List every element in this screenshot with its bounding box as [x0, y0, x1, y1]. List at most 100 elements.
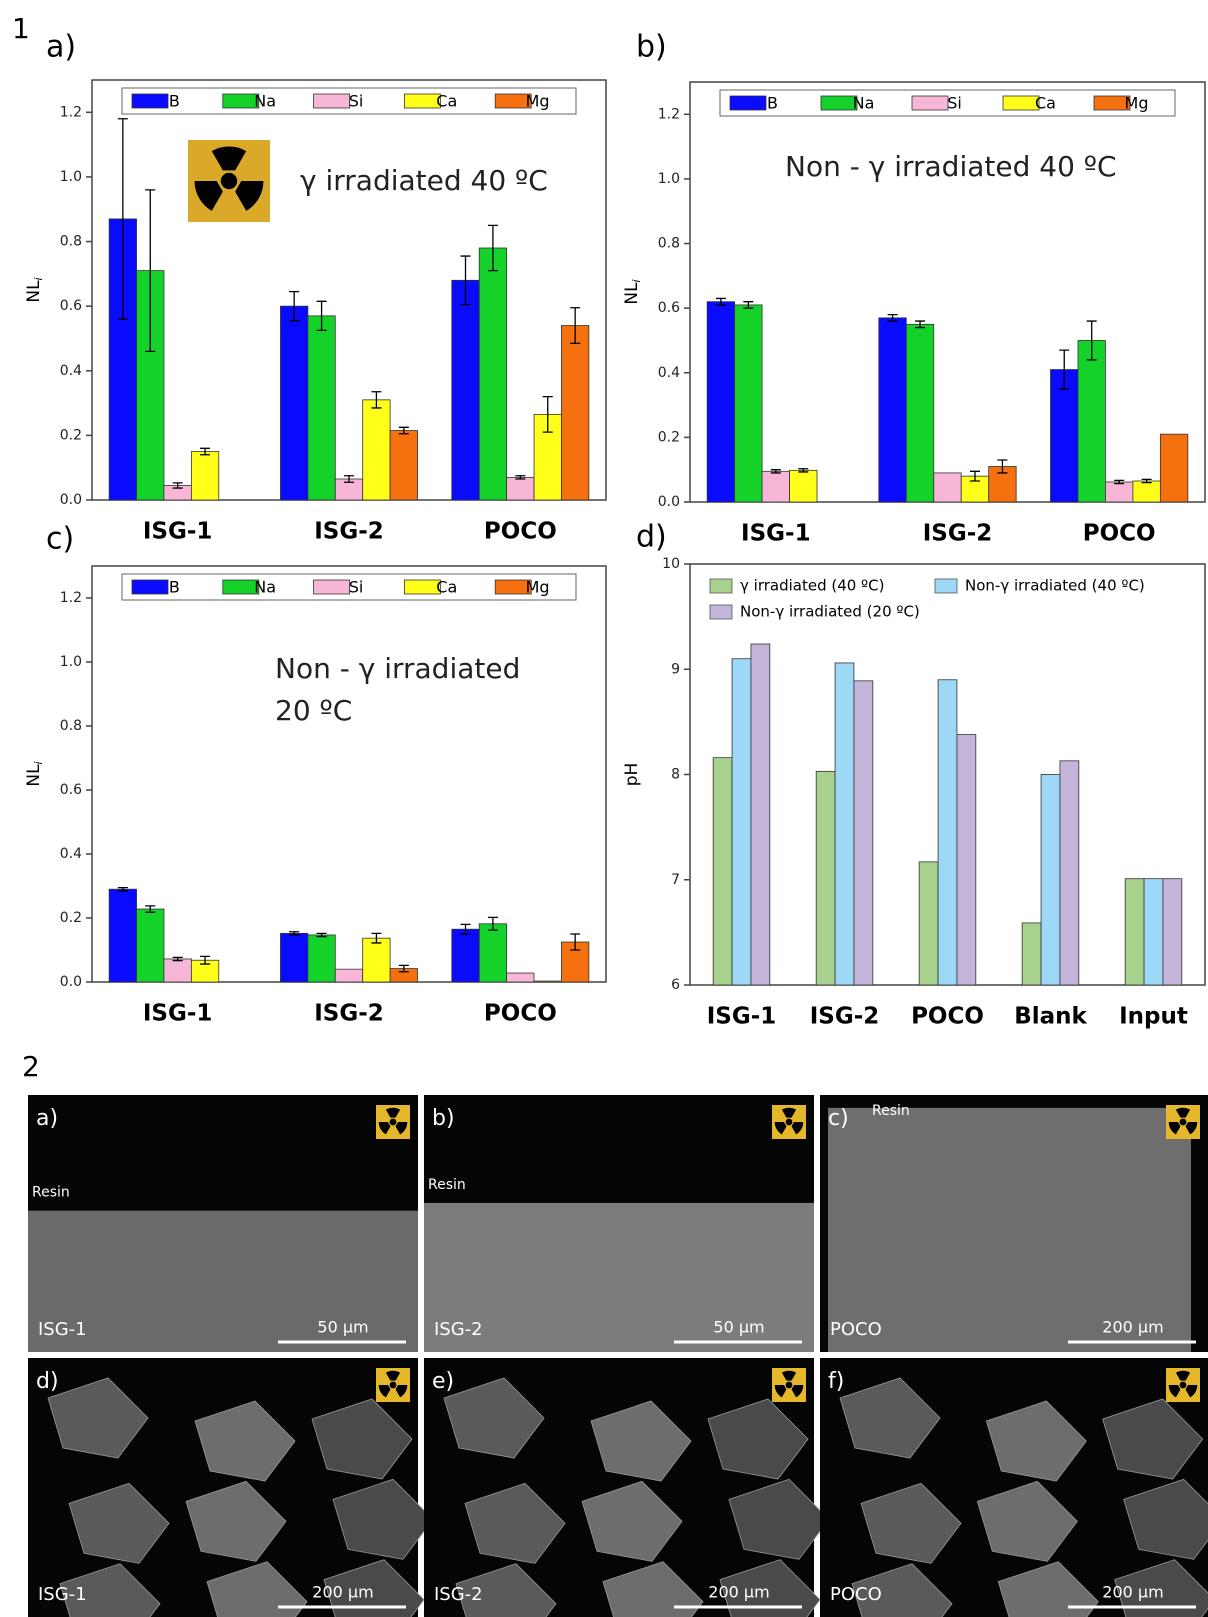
y-tick-label: 1.2: [60, 104, 82, 120]
error-bar: [515, 475, 526, 480]
legend-swatch: [403, 93, 441, 109]
error-bar: [145, 189, 156, 353]
legend-label: Na: [254, 92, 276, 111]
legend-swatch: [911, 95, 949, 111]
bar: [834, 662, 855, 986]
grain: [985, 1400, 1087, 1482]
region-label: Resin: [428, 1177, 466, 1193]
error-bar: [487, 916, 498, 931]
grain: [1114, 1559, 1208, 1617]
y-tick-label: 0.4: [60, 363, 82, 379]
error-bar: [316, 300, 327, 332]
y-tick-label: 8: [671, 767, 680, 783]
panel-label: b): [636, 30, 667, 65]
y-axis-label: NLi: [622, 279, 643, 304]
grain: [860, 1482, 962, 1564]
bar: [905, 323, 935, 503]
legend-swatch: [1002, 95, 1040, 111]
grain: [47, 1377, 149, 1459]
error-bar: [289, 931, 300, 936]
y-tick-label: 7: [671, 872, 680, 888]
radiation-center: [389, 1381, 397, 1389]
error-bar: [371, 391, 382, 409]
scale-label: 200 µm: [312, 1583, 373, 1602]
y-tick-label: 0.0: [60, 974, 82, 990]
legend-swatch: [709, 604, 733, 620]
error-bar: [117, 886, 128, 892]
error-bar: [1114, 479, 1125, 485]
bar: [506, 476, 535, 501]
radiation-blade: [781, 1107, 797, 1118]
grain: [590, 1400, 692, 1482]
panel-label: d): [636, 520, 667, 555]
sample-region: [424, 1202, 814, 1352]
legend-label: B: [767, 94, 778, 113]
bar: [933, 472, 962, 503]
x-tick-label: POCO: [484, 1001, 557, 1027]
legend-swatch: [934, 578, 958, 594]
radiation-blade: [1168, 1385, 1181, 1398]
bar: [307, 315, 336, 501]
bar: [731, 658, 752, 986]
radiation-blade: [1185, 1385, 1198, 1398]
radiation-blade: [781, 1370, 797, 1381]
error-bar: [172, 482, 183, 489]
error-bar: [145, 905, 156, 913]
legend-label: Si: [947, 94, 962, 113]
panel-label: c): [828, 1106, 849, 1131]
legend-label: Mg: [526, 92, 550, 111]
y-tick-label: 0.8: [60, 234, 82, 250]
panel-label: d): [36, 1369, 59, 1394]
grain: [185, 1480, 287, 1562]
bar: [451, 279, 480, 501]
legend-swatch: [709, 578, 733, 594]
error-bar: [289, 290, 300, 322]
grain: [851, 1563, 953, 1617]
bar: [712, 757, 733, 986]
grain: [1123, 1478, 1208, 1560]
y-tick-label: 9: [671, 661, 680, 677]
radiation-blade: [1168, 1122, 1181, 1135]
bar: [533, 980, 562, 983]
x-tick-label: ISG-2: [810, 1004, 880, 1030]
error-bar: [542, 395, 553, 433]
grain: [728, 1478, 830, 1560]
y-axis-label: pH: [622, 763, 642, 787]
part-label: 1: [12, 12, 30, 45]
radiation-blade: [385, 1107, 401, 1118]
bar: [1059, 760, 1080, 986]
legend-label: Si: [349, 578, 364, 597]
bar: [451, 928, 480, 983]
bar: [734, 304, 763, 503]
radiation-blade: [235, 181, 264, 211]
radiation-blade: [1175, 1107, 1191, 1118]
bar: [789, 469, 818, 503]
legend-swatch: [222, 93, 260, 109]
radiation-blade: [774, 1122, 787, 1135]
annotation: 20 ºC: [275, 694, 352, 727]
bar: [506, 972, 535, 983]
bar: [1143, 878, 1164, 986]
bar: [280, 305, 309, 501]
y-tick-label: 1.0: [658, 171, 680, 187]
radiation-blade: [791, 1122, 804, 1135]
region-label: Resin: [872, 1103, 910, 1119]
y-tick-label: 1.2: [60, 590, 82, 606]
x-tick-label: POCO: [484, 519, 557, 545]
bar: [1124, 878, 1145, 986]
bar: [190, 451, 220, 501]
error-bar: [200, 447, 211, 456]
x-tick-label: ISG-1: [741, 521, 811, 547]
bar: [815, 770, 836, 986]
bar: [761, 470, 790, 503]
y-tick-label: 0.8: [658, 236, 680, 252]
bar: [918, 861, 939, 986]
bar: [750, 643, 771, 986]
radiation-blade: [378, 1385, 391, 1398]
x-tick-label: ISG-2: [923, 521, 993, 547]
x-tick-label: ISG-2: [314, 1001, 384, 1027]
y-tick-label: 0.2: [658, 429, 680, 445]
bar: [362, 399, 391, 501]
legend-swatch: [1093, 95, 1131, 111]
scale-label: 200 µm: [1102, 1318, 1163, 1337]
